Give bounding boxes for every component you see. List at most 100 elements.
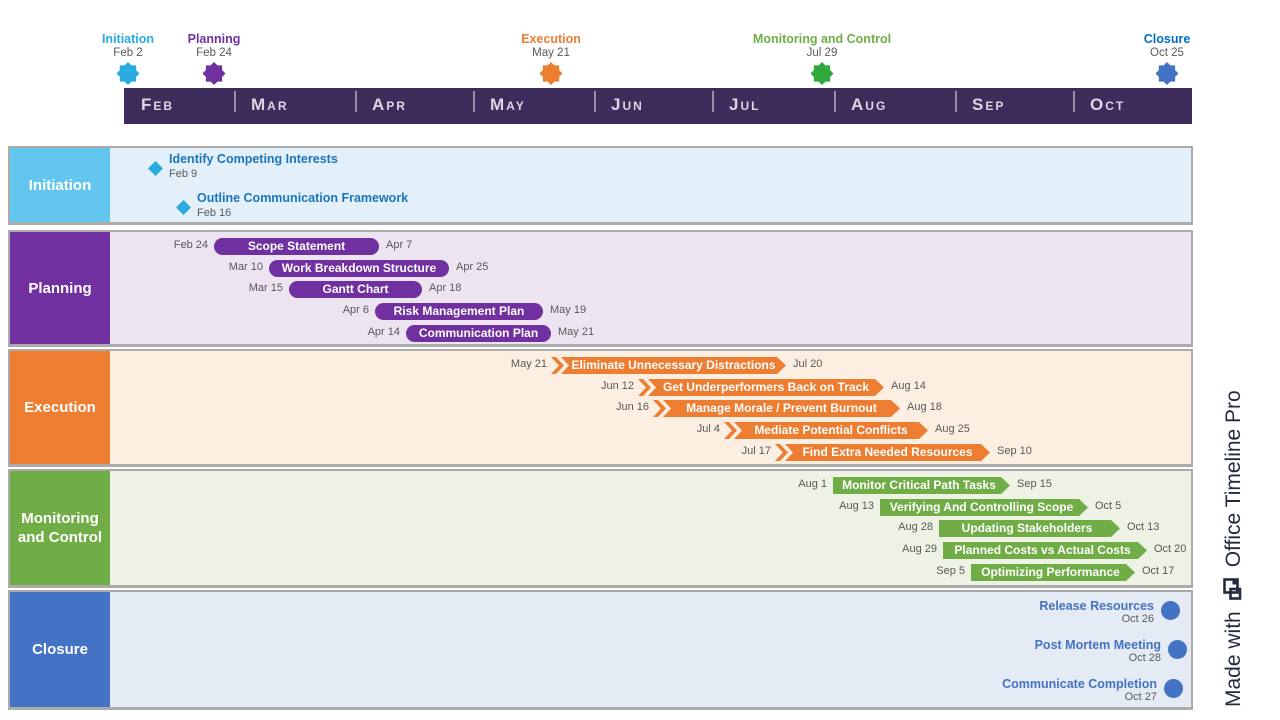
task-end-date: May 19 bbox=[550, 304, 587, 316]
task-start-date: Mar 15 bbox=[248, 282, 283, 294]
milestone-name: Initiation bbox=[101, 32, 155, 46]
task-label: Release Resources bbox=[1039, 599, 1154, 613]
office-timeline-logo-icon bbox=[1222, 577, 1246, 601]
task-end-date: Oct 17 bbox=[1142, 565, 1175, 577]
lane-initiation: Initiation bbox=[8, 146, 1193, 225]
task-start-date: Feb 24 bbox=[173, 239, 208, 251]
task-end-date: Apr 25 bbox=[456, 261, 489, 273]
task-post-mortem-meeting: Post Mortem Meeting Oct 28 bbox=[1035, 638, 1187, 664]
month-tick bbox=[234, 91, 236, 112]
month-label: Sep bbox=[972, 95, 1006, 114]
month-tick bbox=[834, 91, 836, 112]
task-bar[interactable]: Mediate Potential Conflicts bbox=[734, 422, 928, 439]
circle-milestone-icon[interactable] bbox=[1168, 640, 1187, 659]
lane-execution: Execution bbox=[8, 349, 1193, 467]
task-start-date: Apr 6 bbox=[342, 304, 369, 316]
task-bar[interactable]: Find Extra Needed Resources bbox=[785, 444, 990, 461]
task-end-date: Aug 18 bbox=[907, 401, 942, 413]
task-start-date: Aug 13 bbox=[839, 500, 874, 512]
task-bar[interactable]: Gantt Chart bbox=[289, 281, 422, 298]
task-bar[interactable]: Get Underperformers Back on Track bbox=[648, 379, 884, 396]
task-work-breakdown-structure: Mar 10 Work Breakdown Structure Apr 25 bbox=[229, 260, 488, 277]
month-label: May bbox=[490, 95, 526, 114]
milestone-name: Closure bbox=[1143, 32, 1191, 46]
task-end-date: Apr 18 bbox=[429, 282, 462, 294]
milestone-initiation: Initiation Feb 2 bbox=[102, 32, 154, 85]
task-bar[interactable]: Communication Plan bbox=[406, 325, 551, 342]
month-tick bbox=[712, 91, 714, 112]
milestone-date: May 21 bbox=[532, 47, 570, 59]
task-bar[interactable]: Manage Morale / Prevent Burnout bbox=[663, 400, 900, 417]
task-start-date: Jun 16 bbox=[615, 401, 649, 413]
task-label: Outline Communication Framework bbox=[197, 191, 409, 205]
month-label: Oct bbox=[1090, 95, 1126, 114]
lane-label-closure[interactable]: Closure bbox=[10, 592, 110, 707]
task-end-date: May 21 bbox=[558, 326, 595, 338]
lane-planning: Planning bbox=[8, 230, 1193, 347]
task-end-date: Sep 15 bbox=[1017, 478, 1052, 490]
lane-label-initiation[interactable]: Initiation bbox=[10, 148, 110, 222]
branding-watermark: Made with Office Timeline Pro bbox=[1222, 390, 1246, 707]
diamond-milestone-icon[interactable] bbox=[148, 161, 163, 176]
milestone-date: Feb 24 bbox=[196, 47, 232, 59]
month-tick bbox=[473, 91, 475, 112]
month-label: Aug bbox=[851, 95, 888, 114]
task-bar[interactable]: Planned Costs vs Actual Costs bbox=[943, 542, 1147, 559]
task-eliminate-unnecessary-distractions: May 21 Eliminate Unnecessary Distraction… bbox=[511, 357, 822, 374]
task-start-date: Aug 28 bbox=[898, 521, 933, 533]
task-risk-management-plan: Apr 6 Risk Management Plan May 19 bbox=[343, 303, 586, 320]
task-identify-competing-interests: Identify Competing Interests Feb 9 bbox=[148, 152, 338, 180]
month-label: Jun bbox=[611, 95, 644, 114]
milestone-date: Oct 25 bbox=[1150, 47, 1184, 59]
task-end-date: Aug 14 bbox=[891, 380, 926, 392]
lane-label-planning[interactable]: Planning bbox=[10, 232, 110, 344]
task-bar[interactable]: Verifying And Controlling Scope bbox=[880, 499, 1088, 516]
task-start-date: Apr 14 bbox=[367, 326, 400, 338]
task-start-date: Mar 10 bbox=[228, 261, 263, 273]
milestone-star-icon[interactable] bbox=[810, 62, 834, 85]
diamond-milestone-icon[interactable] bbox=[176, 200, 191, 215]
task-end-date: Oct 13 bbox=[1127, 521, 1160, 533]
task-mediate-potential-conflicts: Jul 4 Mediate Potential Conflicts Aug 25 bbox=[697, 422, 970, 439]
task-communicate-completion: Communicate Completion Oct 27 bbox=[1002, 677, 1183, 703]
task-bar[interactable]: Monitor Critical Path Tasks bbox=[833, 477, 1010, 494]
month-tick bbox=[955, 91, 957, 112]
task-verifying-and-controlling-scope: Aug 13 Verifying And Controlling Scope O… bbox=[839, 499, 1121, 516]
task-optimizing-performance: Sep 5 Optimizing Performance Oct 17 bbox=[936, 564, 1174, 581]
milestone-date: Feb 2 bbox=[113, 47, 143, 59]
circle-milestone-icon[interactable] bbox=[1164, 679, 1183, 698]
task-bar[interactable]: Scope Statement bbox=[214, 238, 379, 255]
milestone-star-icon[interactable] bbox=[1155, 62, 1179, 85]
month-tick bbox=[1073, 91, 1075, 112]
task-end-date: Apr 7 bbox=[386, 239, 413, 251]
milestone-star-icon[interactable] bbox=[202, 62, 226, 85]
task-updating-stakeholders: Aug 28 Updating Stakeholders Oct 13 bbox=[898, 520, 1159, 537]
task-end-date: Jul 20 bbox=[793, 358, 823, 370]
task-find-extra-needed-resources: Jul 17 Find Extra Needed Resources Sep 1… bbox=[742, 444, 1032, 461]
milestone-star-icon[interactable] bbox=[539, 62, 563, 85]
task-start-date: Jun 12 bbox=[600, 380, 634, 392]
lane-label-execution[interactable]: Execution bbox=[10, 351, 110, 464]
circle-milestone-icon[interactable] bbox=[1161, 601, 1180, 620]
task-bar[interactable]: Risk Management Plan bbox=[375, 303, 543, 320]
task-date: Feb 16 bbox=[197, 207, 232, 219]
lane-label-monitoring-and-control[interactable]: Monitoring and Control bbox=[10, 471, 110, 585]
month-axis-bar: Feb Mar Apr May Jun Jul Aug Sep Oct bbox=[124, 88, 1192, 124]
task-bar[interactable]: Eliminate Unnecessary Distractions bbox=[561, 357, 786, 374]
task-planned-costs-vs-actual-costs: Aug 29 Planned Costs vs Actual Costs Oct… bbox=[902, 542, 1186, 559]
milestone-name: Planning bbox=[187, 32, 241, 46]
task-end-date: Oct 20 bbox=[1154, 543, 1187, 555]
task-end-date: Oct 5 bbox=[1095, 500, 1122, 512]
task-date: Oct 26 bbox=[1121, 613, 1154, 625]
task-date: Feb 9 bbox=[169, 168, 198, 180]
task-start-date: Aug 29 bbox=[902, 543, 937, 555]
task-gantt-chart: Mar 15 Gantt Chart Apr 18 bbox=[249, 281, 461, 298]
task-bar[interactable]: Updating Stakeholders bbox=[939, 520, 1120, 537]
product-name-text: Office Timeline Pro bbox=[1222, 390, 1245, 568]
month-tick bbox=[355, 91, 357, 112]
milestone-star-icon[interactable] bbox=[116, 62, 140, 85]
milestone-execution: Execution May 21 bbox=[521, 32, 581, 85]
milestone-monitoring-and-control: Monitoring and Control Jul 29 bbox=[753, 32, 891, 85]
task-bar[interactable]: Optimizing Performance bbox=[971, 564, 1135, 581]
task-bar[interactable]: Work Breakdown Structure bbox=[269, 260, 449, 277]
